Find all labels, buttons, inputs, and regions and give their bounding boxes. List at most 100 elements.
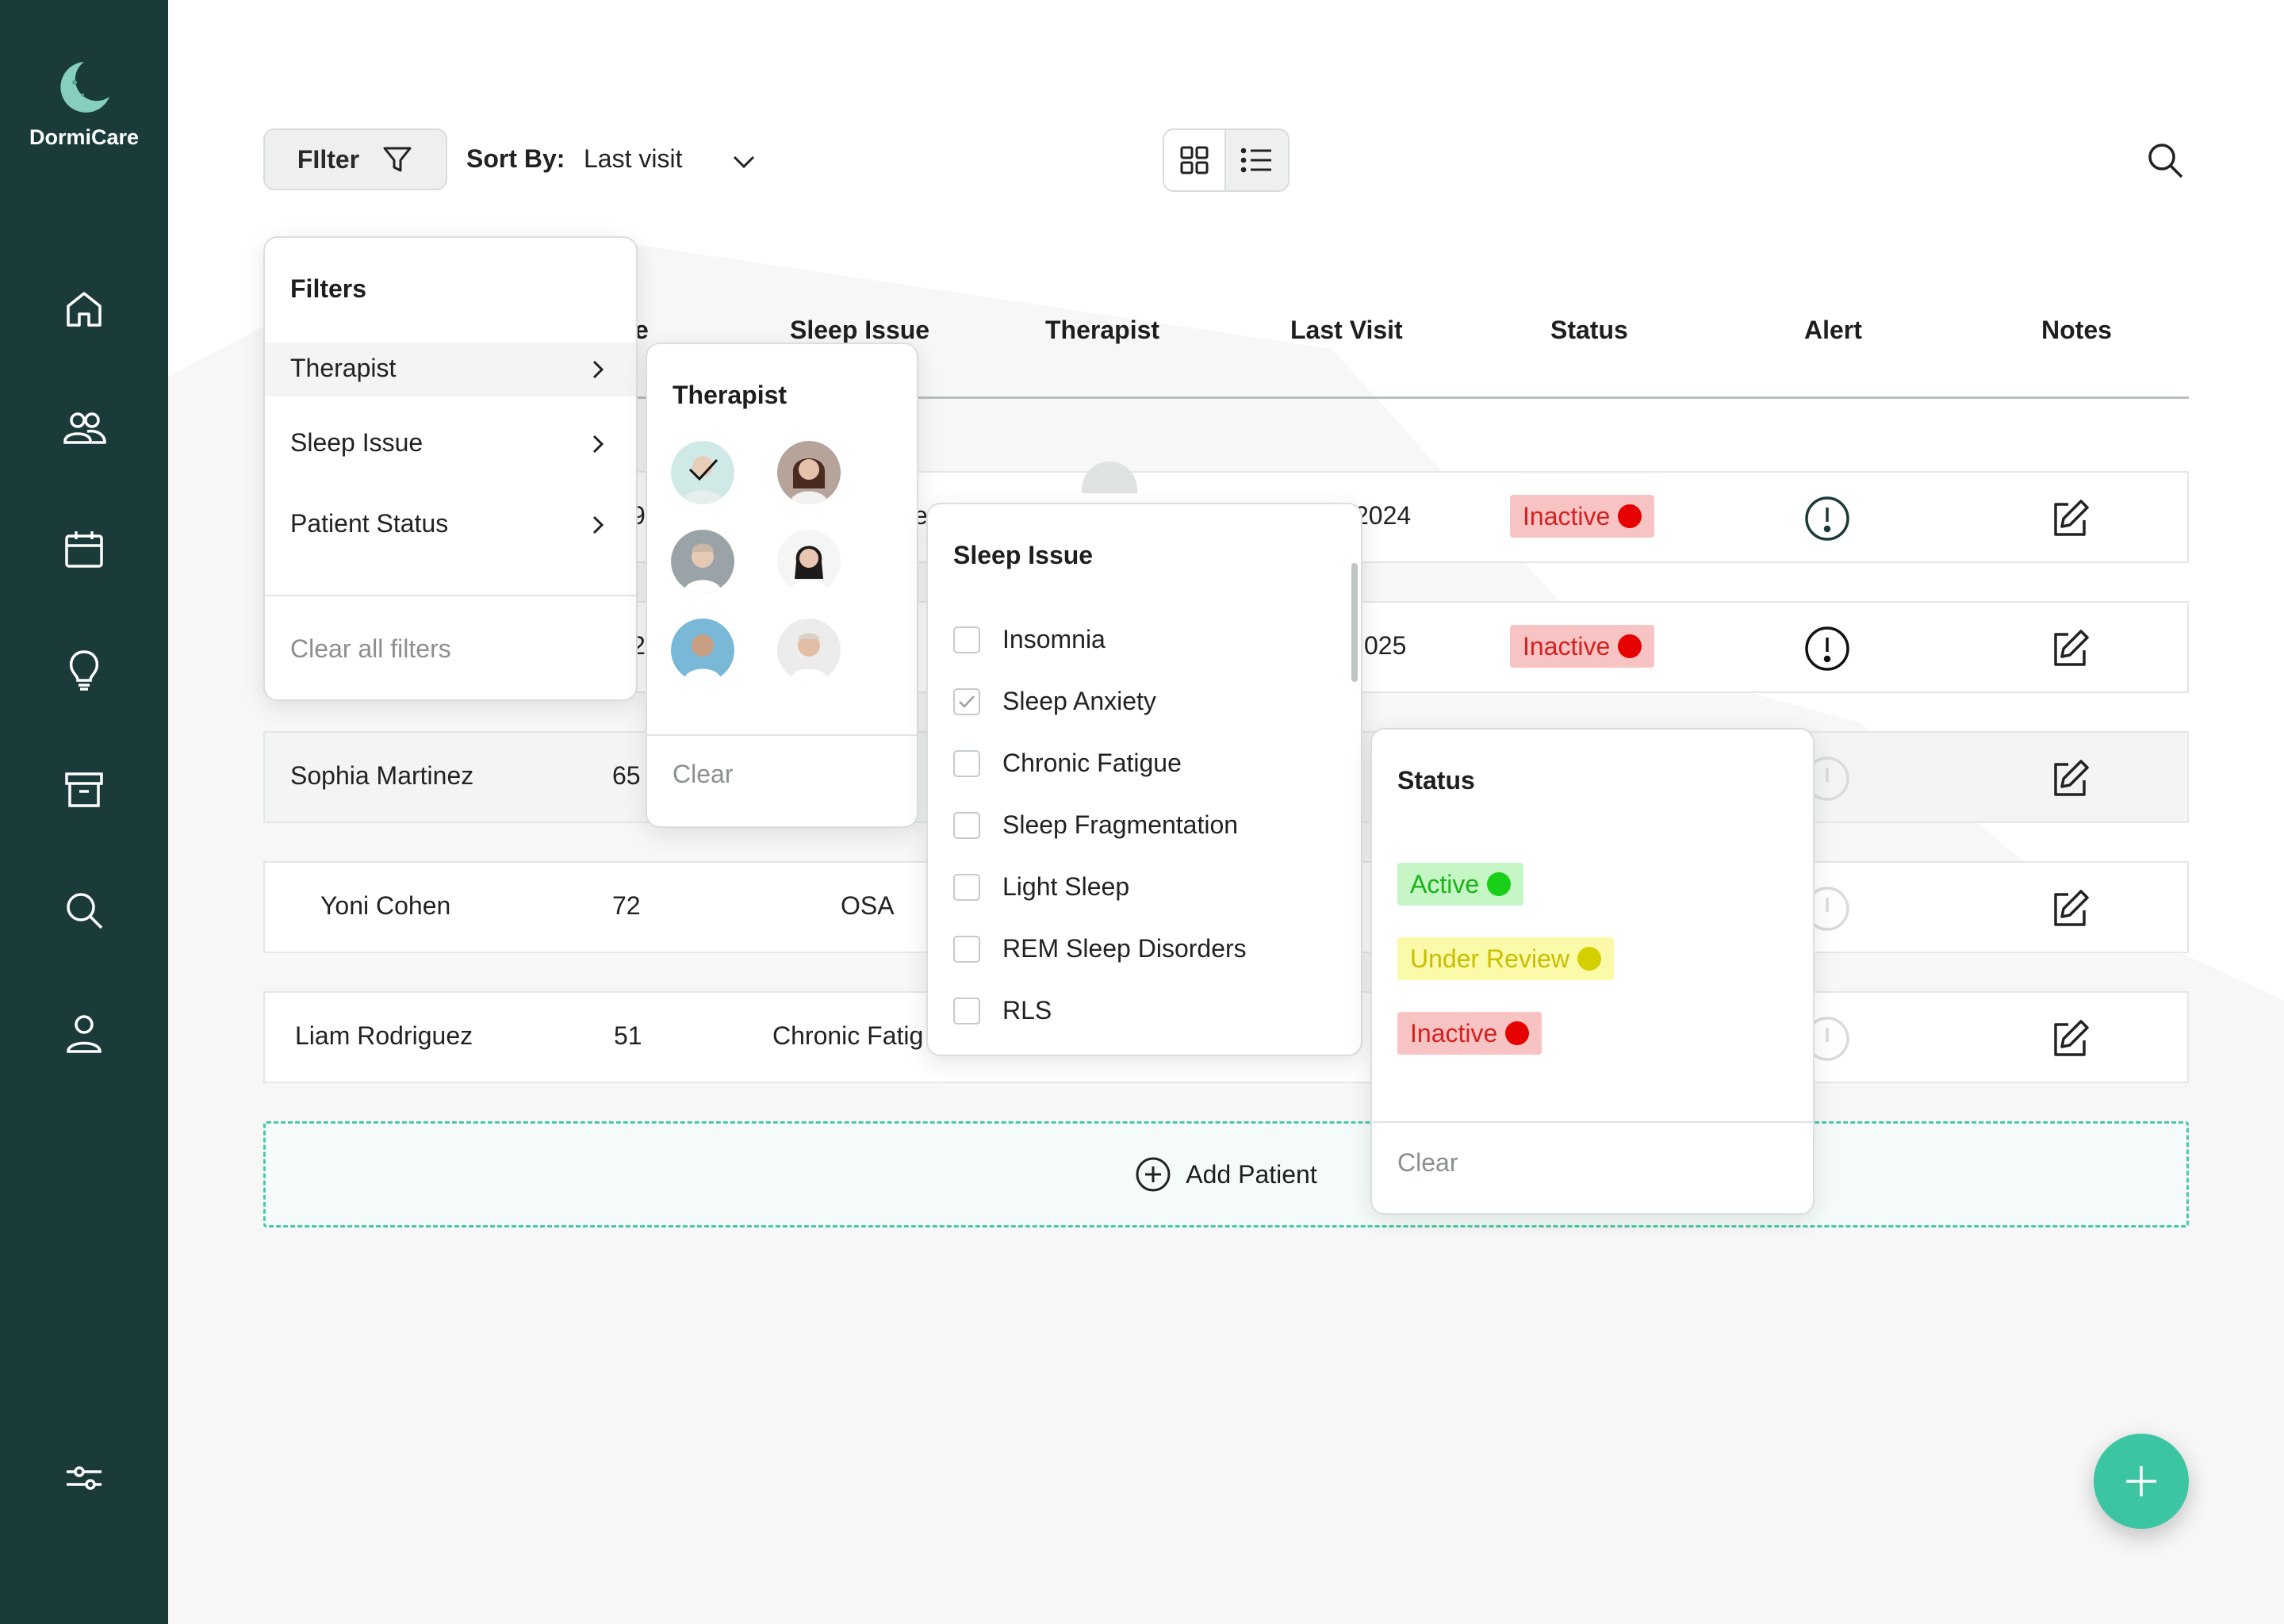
filter-item-label: Sleep Issue (290, 428, 423, 457)
therapist-avatar[interactable] (671, 530, 734, 593)
option-label: RLS (1002, 996, 1052, 1025)
status-badge: Inactive (1510, 625, 1655, 668)
divider (647, 734, 917, 736)
chevron-right-icon (592, 360, 604, 379)
search-icon[interactable] (2144, 140, 2186, 181)
last-visit-cell: 025 (1364, 631, 1407, 660)
header-therapist: Therapist (1045, 316, 1160, 344)
app-name: DormiCare (29, 125, 140, 149)
therapist-avatar[interactable] (777, 619, 841, 682)
status-option-label: Active (1410, 869, 1480, 898)
status-badge: Inactive (1510, 495, 1655, 538)
filter-item-patient-status[interactable]: Patient Status (265, 498, 636, 552)
filter-item-therapist[interactable]: Therapist (265, 343, 636, 396)
therapist-avatar[interactable] (777, 530, 841, 593)
name-cell: Sophia Martinez (290, 761, 474, 790)
chevron-down-icon[interactable] (728, 146, 760, 178)
alert-icon[interactable] (1803, 625, 1851, 672)
filter-item-sleep-issue[interactable]: Sleep Issue (265, 417, 636, 471)
chevron-right-icon (592, 515, 604, 534)
status-title: Status (1397, 766, 1475, 795)
issue-cell: Chronic Fatig (772, 1021, 924, 1050)
profile-icon[interactable] (57, 1007, 111, 1061)
option-label: Light Sleep (1002, 872, 1130, 901)
checkbox[interactable] (953, 936, 980, 963)
status-dot (1505, 1021, 1530, 1045)
calendar-icon[interactable] (57, 523, 111, 577)
filter-item-label: Therapist (290, 354, 397, 382)
sleep-issue-popup: Sleep Issue Insomnia Sleep Anxiety Chron… (926, 503, 1362, 1056)
checkbox[interactable] (953, 626, 980, 653)
edit-note-icon[interactable] (2046, 755, 2094, 802)
search-nav-icon[interactable] (57, 883, 111, 937)
checkbox-checked[interactable] (953, 688, 980, 715)
moon-logo-icon (60, 62, 109, 113)
header-alert: Alert (1804, 316, 1862, 344)
edit-note-icon[interactable] (2046, 625, 2094, 672)
checkbox[interactable] (953, 812, 980, 839)
edit-note-icon[interactable] (2046, 495, 2094, 542)
grid-view-icon[interactable] (1164, 130, 1226, 190)
status-option-active[interactable]: Active (1397, 863, 1524, 906)
status-option-inactive[interactable]: Inactive (1397, 1012, 1542, 1055)
name-cell: Yoni Cohen (320, 891, 451, 920)
list-view-icon[interactable] (1226, 130, 1288, 190)
header-partial: e (634, 316, 649, 344)
view-toggle (1163, 128, 1290, 192)
therapist-clear-button[interactable]: Clear (673, 760, 734, 788)
settings-sliders-icon[interactable] (57, 1451, 111, 1505)
issue-cell: OSA (841, 891, 895, 920)
age-cell: 51 (614, 1021, 642, 1050)
filter-button[interactable]: FIlter (263, 128, 447, 190)
table-header-divider (263, 396, 2189, 399)
filter-label: FIlter (297, 144, 360, 174)
status-label: Inactive (1523, 631, 1611, 661)
therapist-title: Therapist (673, 381, 788, 409)
sort-label: Sort By: (466, 144, 565, 173)
add-patient-label: Add Patient (1186, 1159, 1317, 1189)
checkbox[interactable] (953, 874, 980, 901)
filter-item-label: Patient Status (290, 509, 449, 538)
status-label: Inactive (1523, 501, 1611, 530)
checkbox[interactable] (953, 750, 980, 777)
patients-icon[interactable] (57, 401, 111, 455)
option-label: Sleep Fragmentation (1002, 810, 1239, 839)
sort-value[interactable]: Last visit (584, 144, 683, 173)
clear-all-filters-button[interactable]: Clear all filters (290, 634, 451, 663)
checkbox[interactable] (953, 998, 980, 1025)
add-fab-button[interactable] (2094, 1434, 2189, 1529)
option-label: Chronic Fatigue (1002, 749, 1182, 777)
status-option-label: Inactive (1410, 1018, 1498, 1048)
option-label: Insomnia (1002, 625, 1106, 653)
status-dot (1487, 872, 1512, 896)
logo: DormiCare (0, 56, 168, 150)
filters-title: Filters (290, 274, 367, 303)
option-label: Sleep Anxiety (1002, 687, 1156, 715)
home-icon[interactable] (57, 282, 111, 336)
add-circle-icon (1136, 1157, 1171, 1192)
scrollbar[interactable] (1351, 563, 1358, 682)
status-popup: Status Active Under Review Inactive Clea… (1370, 728, 1815, 1215)
edit-note-icon[interactable] (2046, 885, 2094, 933)
alert-icon[interactable] (1803, 495, 1851, 542)
therapist-avatar-selected[interactable] (671, 441, 734, 504)
status-option-under-review[interactable]: Under Review (1397, 937, 1614, 980)
sidebar: DormiCare (0, 0, 168, 1624)
therapist-avatar[interactable] (671, 619, 734, 682)
divider (1372, 1121, 1813, 1123)
option-label: REM Sleep Disorders (1002, 934, 1247, 963)
funnel-icon (383, 147, 412, 172)
therapist-popup: Therapist Clear (646, 343, 918, 828)
last-visit-cell: 2024 (1355, 501, 1412, 530)
age-cell: 72 (612, 891, 641, 920)
archive-icon[interactable] (57, 763, 111, 817)
therapist-avatar[interactable] (777, 441, 841, 504)
status-dot (1577, 947, 1601, 971)
status-clear-button[interactable]: Clear (1397, 1148, 1458, 1177)
header-status: Status (1550, 316, 1628, 344)
status-dot (1618, 504, 1642, 528)
edit-note-icon[interactable] (2046, 1015, 2094, 1063)
sleep-issue-title: Sleep Issue (953, 541, 1094, 569)
lightbulb-icon[interactable] (57, 642, 111, 696)
add-patient-button[interactable]: Add Patient (263, 1121, 2189, 1228)
